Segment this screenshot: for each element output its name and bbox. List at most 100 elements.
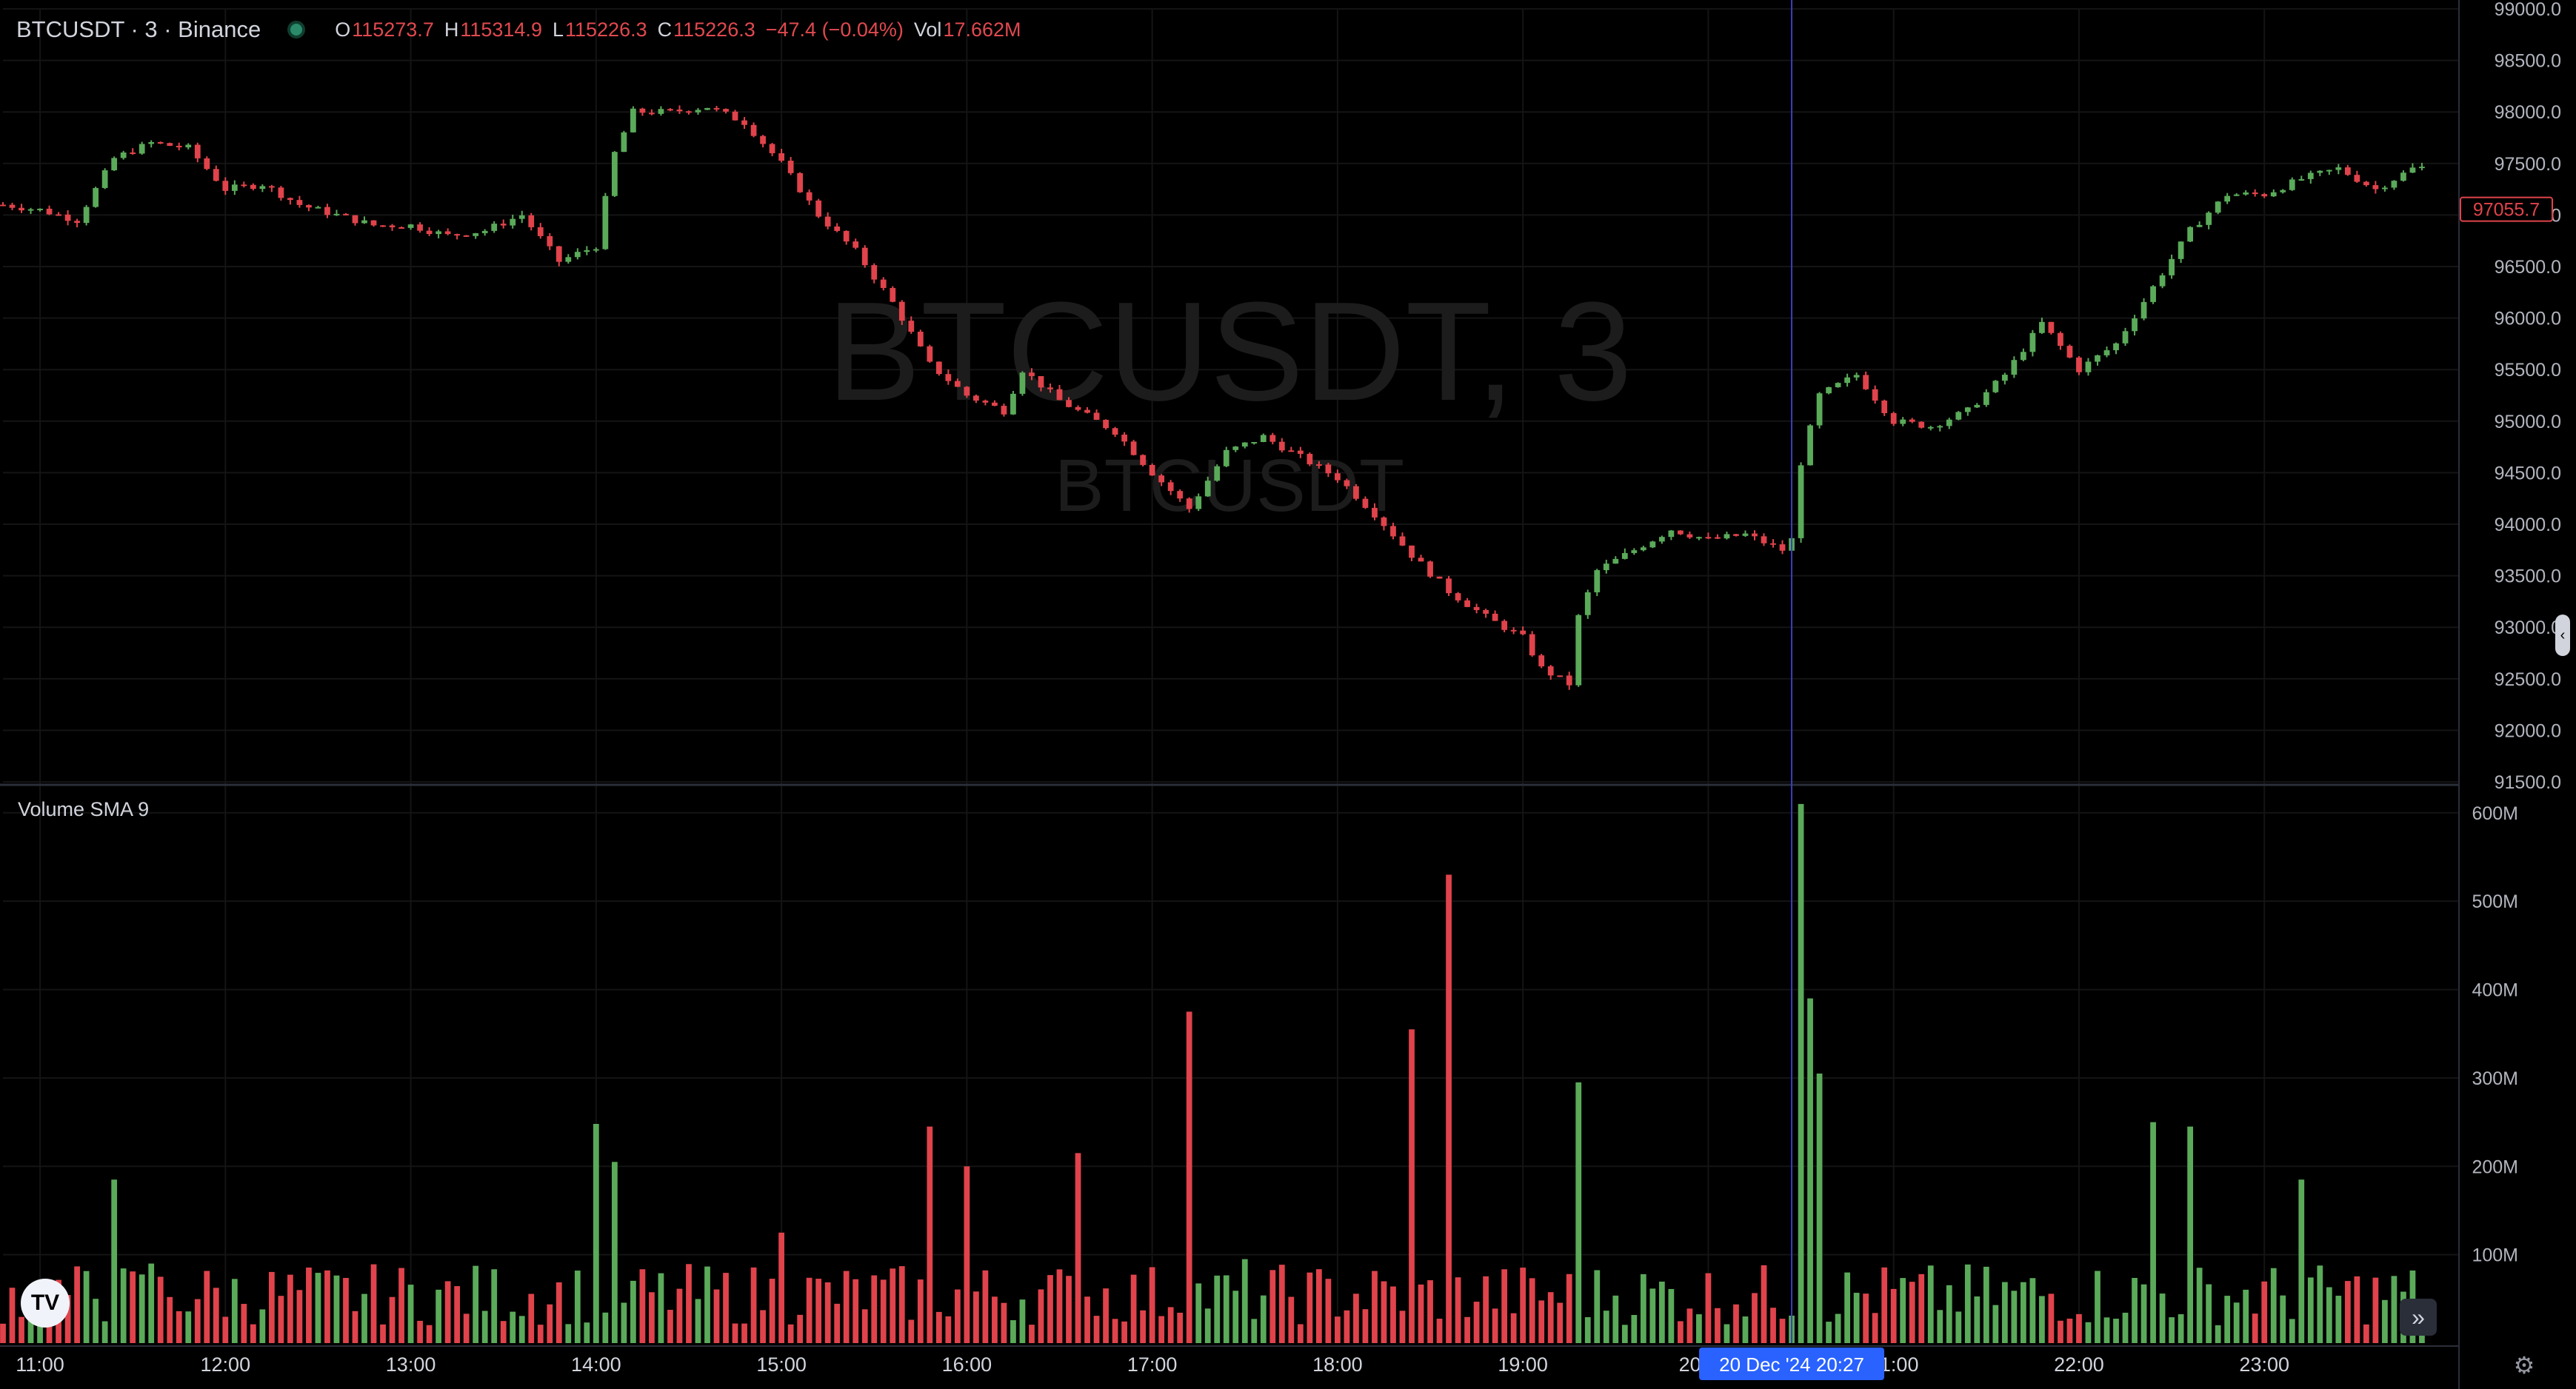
volume-bar [1529, 1278, 1535, 1343]
candle-body [1186, 498, 1192, 509]
candle-body [1863, 375, 1869, 389]
candle-body [1344, 480, 1350, 486]
settings-button[interactable]: ⚙ [2508, 1349, 2540, 1382]
volume-bar [1510, 1313, 1517, 1343]
price-tick-label: 94000.0 [2495, 515, 2561, 535]
volume-bar [2289, 1319, 2295, 1343]
volume-bar [1983, 1266, 1989, 1343]
volume-bar [157, 1276, 164, 1343]
volume-pane-title[interactable]: Volume SMA 9 [18, 798, 150, 820]
volume-bar [555, 1282, 562, 1343]
candle-body [1269, 435, 1276, 442]
candle-body [2039, 321, 2045, 333]
volume-bar [2326, 1287, 2332, 1343]
volume-bar [778, 1232, 784, 1343]
candle-body [315, 207, 321, 209]
volume-bar [1918, 1273, 1925, 1343]
volume-bar [787, 1324, 794, 1343]
candle-body [19, 207, 24, 211]
volume-bar [287, 1274, 293, 1343]
candle-body [1955, 412, 1962, 420]
high-key: H [444, 18, 459, 41]
volume-bar [473, 1265, 479, 1343]
volume-bar [1733, 1304, 1739, 1343]
volume-bar [1066, 1276, 1072, 1343]
candle-body [787, 161, 794, 173]
scroll-to-realtime-button[interactable]: » [2400, 1299, 2437, 1336]
candle-body [518, 215, 525, 219]
candle-body [1204, 481, 1211, 497]
candle-body [1835, 383, 1841, 387]
candle-body [2335, 167, 2342, 170]
volume-bar [1186, 1011, 1192, 1343]
candle-body [2178, 241, 2184, 259]
candle-body [898, 301, 905, 321]
volume-bar [491, 1269, 498, 1343]
volume-bar [1019, 1299, 1026, 1343]
low-value: 115226.3 [565, 18, 647, 41]
volume-bar [1195, 1283, 1202, 1343]
candle-body [1260, 435, 1267, 443]
candle-body [769, 144, 775, 153]
volume-bar [101, 1321, 108, 1343]
volume-bar [917, 1279, 924, 1343]
candle-body [658, 109, 664, 114]
candle-body [880, 279, 887, 288]
candle-body [1658, 537, 1665, 542]
volume-bar [1705, 1273, 1712, 1343]
candle-body [1798, 465, 1804, 538]
volume-bar [2150, 1122, 2156, 1343]
candle-body [1307, 453, 1313, 465]
candle-body [1084, 409, 1090, 413]
volume-bar [343, 1277, 349, 1343]
volume-bar [222, 1316, 229, 1343]
candle-body [1603, 563, 1609, 571]
volume-bar [2132, 1277, 2138, 1343]
volume-bar [27, 1309, 34, 1343]
candle-body [176, 145, 182, 148]
candle-body [528, 215, 535, 227]
crosshair-date-tag [1699, 1348, 1885, 1380]
volume-bar [1557, 1302, 1564, 1343]
candle-body [1483, 609, 1489, 614]
collapse-handle[interactable]: ‹ [2555, 615, 2570, 656]
time-tick-label: 15:00 [756, 1353, 807, 1376]
volume-bar [510, 1311, 516, 1343]
candle-body [593, 249, 599, 251]
volume-bar [1724, 1324, 1730, 1343]
volume-bar [2048, 1293, 2055, 1343]
candle-body [1047, 387, 1053, 389]
candle-body [1547, 666, 1554, 676]
volume-bar [1483, 1276, 1489, 1343]
candle-body [259, 186, 266, 190]
volume-bar [250, 1324, 256, 1343]
volume-bar [565, 1324, 572, 1343]
volume-bar [380, 1324, 386, 1343]
volume-bar [1752, 1293, 1758, 1343]
symbol-title[interactable]: BTCUSDT · 3 · Binance [16, 16, 261, 42]
candle-body [1964, 407, 1971, 412]
volume-bar [741, 1323, 747, 1343]
candle-body [1436, 576, 1443, 579]
candle-body [2307, 173, 2314, 179]
volume-bar [834, 1303, 841, 1343]
candle-body [1056, 389, 1063, 401]
candle-body [992, 402, 998, 406]
price-tick-label: 98000.0 [2495, 102, 2561, 123]
volume-bar [1473, 1302, 1480, 1343]
price-tick-label: 94500.0 [2495, 463, 2561, 483]
volume-bar [398, 1268, 404, 1343]
volume-bar [1621, 1325, 1628, 1343]
candle-body [139, 144, 145, 154]
volume-bar [315, 1273, 321, 1343]
last-price-label: 97055.7 [2473, 200, 2540, 221]
candle-body [1010, 393, 1016, 415]
candle-body [185, 144, 192, 148]
tradingview-logo-icon[interactable]: TV [21, 1279, 70, 1328]
candle-body [1612, 558, 1619, 564]
candle-body [824, 216, 831, 227]
candle-body [426, 230, 433, 235]
candle-body [2233, 194, 2240, 196]
volume-bar [1520, 1268, 1526, 1343]
